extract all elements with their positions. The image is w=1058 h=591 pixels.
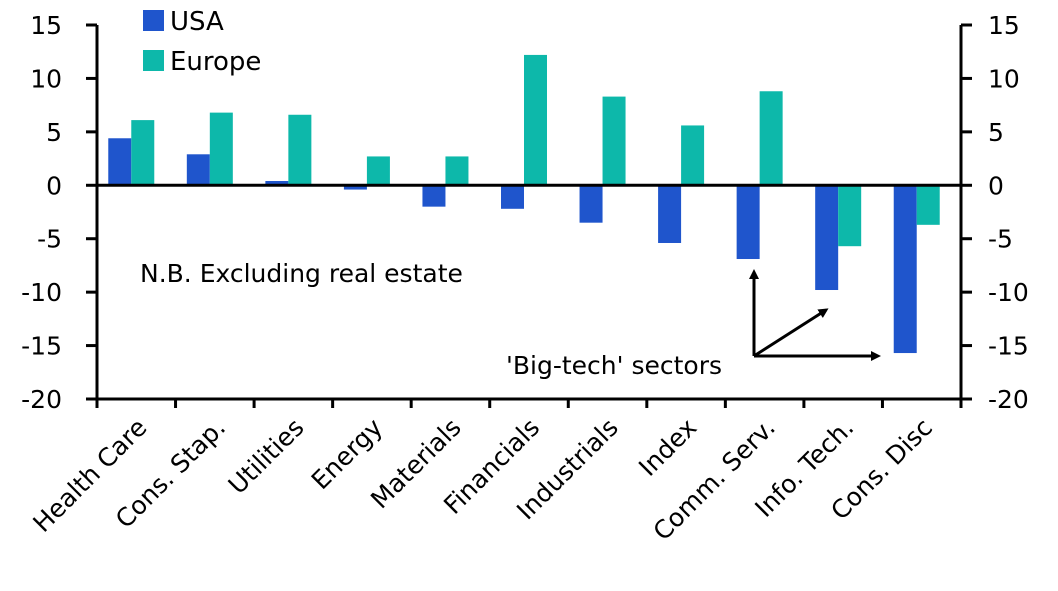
x-category-label: Utilities (223, 413, 310, 500)
bar-usa-cons-stap (186, 154, 210, 186)
bar-europe-comm-serv (759, 91, 783, 186)
big-tech-annotation: 'Big-tech' sectors (506, 351, 722, 380)
x-category-label: Index (633, 413, 702, 482)
y-tick-label-right: -10 (988, 278, 1029, 307)
bar-europe-cons-stap (209, 112, 233, 186)
y-tick-label-left: -5 (37, 225, 62, 254)
y-tick-label-left: -20 (21, 385, 62, 414)
bar-usa-materials (422, 185, 446, 207)
y-tick-label-left: -10 (21, 278, 62, 307)
y-tick-label-right: -5 (988, 225, 1013, 254)
bar-usa-financials (501, 185, 524, 209)
bar-europe-health-care (131, 120, 155, 186)
bar-europe-utilities (288, 114, 312, 186)
bars-group (108, 54, 940, 354)
bar-europe-industrials (602, 96, 626, 186)
bar-europe-materials (445, 156, 469, 186)
bar-europe-cons-disc (916, 185, 940, 225)
bar-usa-utilities (265, 181, 289, 186)
y-tick-label-left: 5 (46, 118, 62, 147)
bar-usa-industrials (579, 185, 603, 223)
bar-usa-energy (343, 185, 367, 190)
bar-usa-cons-disc (893, 185, 917, 354)
bar-usa-index (658, 185, 682, 243)
big-tech-arrows (749, 269, 881, 361)
note-annotation: N.B. Excluding real estate (140, 259, 463, 288)
y-tick-label-right: 15 (988, 11, 1020, 40)
y-tick-label-left: 0 (46, 171, 62, 200)
y-tick-label-right: -15 (988, 332, 1029, 361)
y-tick-label-right: 5 (988, 118, 1004, 147)
y-tick-label-right: 10 (988, 64, 1020, 93)
legend-swatch-europe (143, 50, 164, 71)
y-tick-label-left: -15 (21, 332, 62, 361)
bar-usa-comm-serv (736, 185, 760, 260)
y-tick-label-right: 0 (988, 171, 1004, 200)
y-tick-label-right: -20 (988, 385, 1029, 414)
bar-europe-index (681, 125, 705, 186)
legend: USA Europe (143, 7, 261, 77)
legend-label-usa: USA (170, 7, 224, 37)
y-tick-label-left: 15 (30, 11, 62, 40)
y-tick-label-left: 10 (30, 64, 62, 93)
legend-swatch-usa (143, 10, 164, 31)
bar-europe-financials (524, 54, 547, 186)
legend-label-europe: Europe (170, 47, 261, 77)
arrow-diagonal (753, 308, 829, 358)
bar-usa-health-care (108, 138, 132, 186)
bar-europe-info-tech (838, 185, 862, 247)
bar-usa-info-tech (815, 185, 839, 291)
bar-europe-energy (366, 156, 390, 186)
